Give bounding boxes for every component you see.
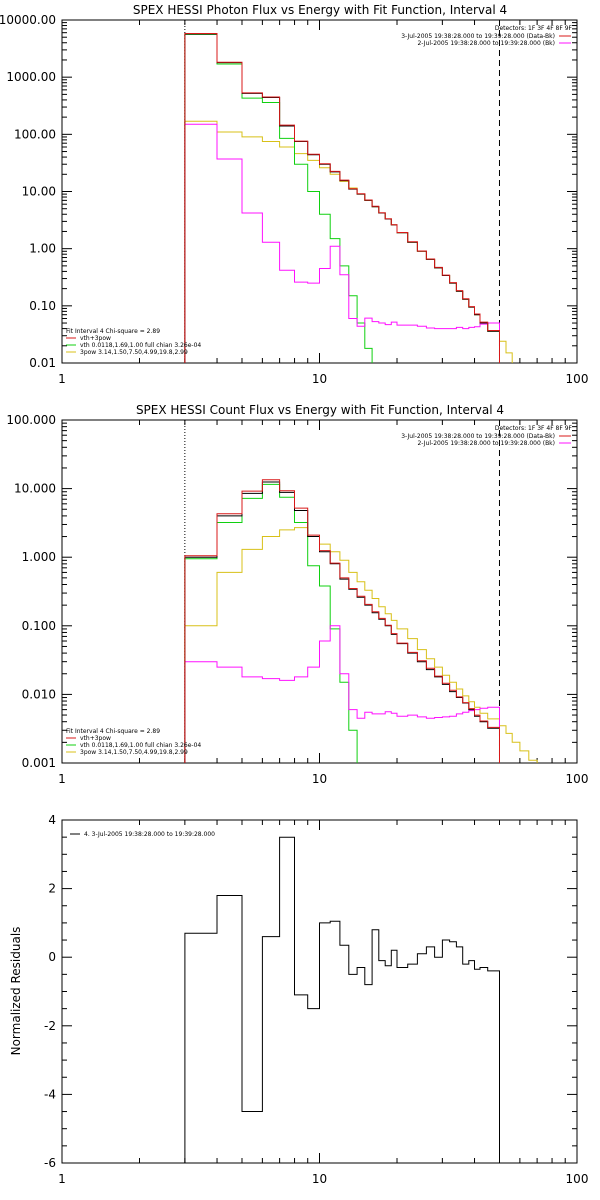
tick-marks: 1 10 100 0.001 0.010 0.100 1.000 10.000 100.000: [6, 413, 588, 786]
x-tick-label: 10: [312, 1172, 327, 1186]
legend-top: 4. 3-Jul-2005 19:38:28.000 to 19:39:28.0…: [70, 831, 215, 838]
series-sum-line: [184, 481, 500, 763]
legend-entry-label: 3-Jul-2005 19:38:28.000 to 19:39:28.000 …: [401, 33, 555, 40]
series-sum-line: [184, 33, 500, 363]
y-tick-label: -2: [44, 1019, 56, 1033]
legend-entry-label: 3-Jul-2005 19:38:28.000 to 19:39:28.000 …: [401, 433, 555, 440]
series-total-line: [184, 479, 500, 763]
y-tick-label: 0.010: [22, 687, 56, 701]
y-tick-label: 1000.00: [6, 70, 56, 84]
legend-entry-label: vth 0.0118,1.69,1.00 full chian 3.26e-04: [80, 342, 201, 349]
y-tick-label: 0: [48, 950, 56, 964]
series-background-line: [184, 123, 500, 363]
x-tick-label: 100: [566, 372, 589, 386]
legend-entry-label: vth+3pow: [80, 735, 111, 742]
series-thermal-line: [184, 483, 358, 763]
legend-bottom: Fit Interval 4 Chi-square = 2.89vth+3pow…: [66, 728, 201, 756]
y-axis-label: Normalized Residuals: [9, 927, 23, 1056]
series-thermal-line: [184, 33, 373, 363]
x-tick-label: 1: [58, 372, 66, 386]
series-total-line: [184, 33, 500, 363]
legend-entry-label: 2-Jul-2005 19:38:28.000 to 19:39:28.000 …: [417, 40, 555, 47]
tick-marks: 1 10 100 -6 -4 -2 0 2 4: [44, 813, 588, 1186]
y-tick-label: 100.00: [14, 127, 56, 141]
series-group: [184, 20, 513, 363]
y-tick-label: 2: [48, 882, 56, 896]
y-tick-label: 0.100: [22, 619, 56, 633]
y-tick-label: 4: [48, 813, 56, 827]
y-tick-label: 100.000: [6, 413, 56, 427]
legend-entry-label: 4. 3-Jul-2005 19:38:28.000 to 19:39:28.0…: [84, 831, 215, 838]
detectors-label: Detectors: 1F 3F 4F 8F 9F: [495, 425, 573, 432]
y-tick-label: 0.001: [22, 756, 56, 770]
x-tick-label: 10: [312, 772, 327, 786]
y-tick-label: 10000.00: [0, 13, 56, 27]
legend-entry-label: vth 0.0118,1.69,1.00 full chian 3.26e-04: [80, 742, 201, 749]
x-tick-label: 100: [566, 772, 589, 786]
photon-flux-panel: SPEX HESSI Photon Flux vs Energy with Fi…: [0, 3, 588, 386]
x-tick-label: 1: [58, 772, 66, 786]
count-flux-panel: SPEX HESSI Count Flux vs Energy with Fit…: [6, 403, 588, 786]
y-tick-label: -4: [44, 1087, 56, 1101]
legend-bottom: Fit Interval 4 Chi-square = 2.89vth+3pow…: [66, 328, 201, 356]
residuals-panel: 1 10 100 -6 -4 -2 0 2 4 Normalized Residuals 4. …: [9, 813, 588, 1186]
chart-title: SPEX HESSI Photon Flux vs Energy with Fi…: [133, 3, 507, 17]
legend-top: 3-Jul-2005 19:38:28.000 to 19:39:28.000 …: [401, 33, 571, 47]
series-powerlaw-line: [184, 120, 513, 363]
legend-entry-label: 2-Jul-2005 19:38:28.000 to 19:39:28.000 …: [417, 440, 555, 447]
tick-marks: 1 10 100 0.01 0.10 1.00 10.00 100.00 1000.00 1000…: [0, 13, 588, 386]
detectors-label: Detectors: 1F 3F 4F 8F 9F: [495, 25, 573, 32]
y-tick-label: 0.10: [29, 299, 56, 313]
legend-entry-label: Fit Interval 4 Chi-square = 2.89: [66, 728, 160, 735]
chart-title: SPEX HESSI Count Flux vs Energy with Fit…: [136, 403, 504, 417]
y-tick-label: 0.01: [29, 356, 56, 370]
legend-entry-label: 3pow 3.14,1.50,7.50,4.99,19.8,2.99: [80, 349, 188, 356]
legend-top: 3-Jul-2005 19:38:28.000 to 19:39:28.000 …: [401, 433, 571, 447]
x-tick-label: 1: [58, 1172, 66, 1186]
legend-entry-label: vth+3pow: [80, 335, 111, 342]
series-powerlaw-line: [184, 527, 538, 763]
y-tick-label: 10.000: [14, 482, 56, 496]
y-tick-label: -6: [44, 1156, 56, 1170]
series-group: [184, 836, 500, 1163]
y-tick-label: 10.00: [22, 185, 56, 199]
legend-entry-label: 3pow 3.14,1.50,7.50,4.99,19.8,2.99: [80, 749, 188, 756]
x-tick-label: 100: [566, 1172, 589, 1186]
x-tick-label: 10: [312, 372, 327, 386]
legend-entry-label: Fit Interval 4 Chi-square = 2.89: [66, 328, 160, 335]
y-tick-label: 1.00: [29, 242, 56, 256]
series-group: [184, 420, 538, 763]
y-tick-label: 1.000: [22, 550, 56, 564]
series-background-line: [184, 625, 500, 763]
series-sum-line: [184, 836, 500, 1163]
